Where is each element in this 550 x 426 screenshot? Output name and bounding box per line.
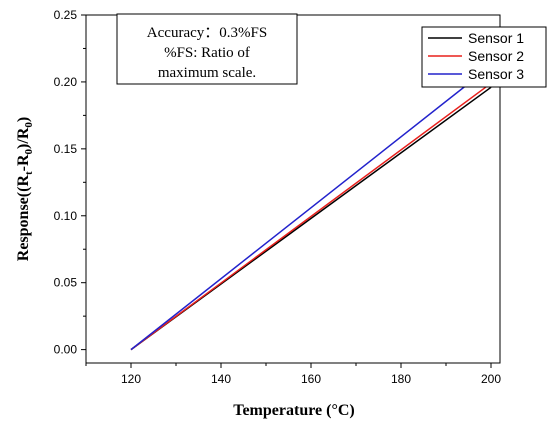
x-tick-label: 120 [121, 372, 141, 386]
y-axis-label: Response((Rt-R0)/R0) [15, 117, 35, 261]
y-tick-label: 0.00 [54, 343, 78, 357]
accuracy-note-box [116, 13, 298, 85]
legend-label-sensor-2: Sensor 2 [468, 48, 524, 64]
tick-layer: 120 140 160 180 200 0.00 0.05 0.10 0.15 0.20 0.25 [54, 8, 502, 386]
series-line-sensor-3 [130, 65, 492, 351]
accuracy-note-line-1: Accuracy：0.3%FS [147, 25, 267, 41]
legend: Sensor 1 Sensor 2 Sensor 3 [421, 26, 547, 88]
x-tick-label: 180 [391, 372, 411, 386]
y-tick-label: 0.15 [54, 142, 78, 156]
accuracy-note-line-3: maximum scale. [158, 65, 256, 81]
x-tick-label: 160 [301, 372, 321, 386]
series-line-sensor-2 [130, 82, 492, 351]
x-tick-label: 140 [211, 372, 231, 386]
y-tick-label: 0.20 [54, 75, 78, 89]
accuracy-note-line-2: %FS: Ratio of [164, 45, 250, 61]
y-tick-label: 0.25 [54, 8, 78, 22]
legend-box [421, 26, 547, 88]
series-layer [130, 65, 492, 351]
y-tick-label: 0.05 [54, 276, 78, 290]
accuracy-note: Accuracy：0.3%FS %FS: Ratio of maximum sc… [116, 13, 298, 85]
x-tick-label: 200 [481, 372, 501, 386]
x-axis-label: Temperature (°C) [233, 402, 354, 419]
legend-label-sensor-3: Sensor 3 [468, 66, 524, 82]
legend-label-sensor-1: Sensor 1 [468, 30, 524, 46]
y-tick-label: 0.10 [54, 209, 78, 223]
